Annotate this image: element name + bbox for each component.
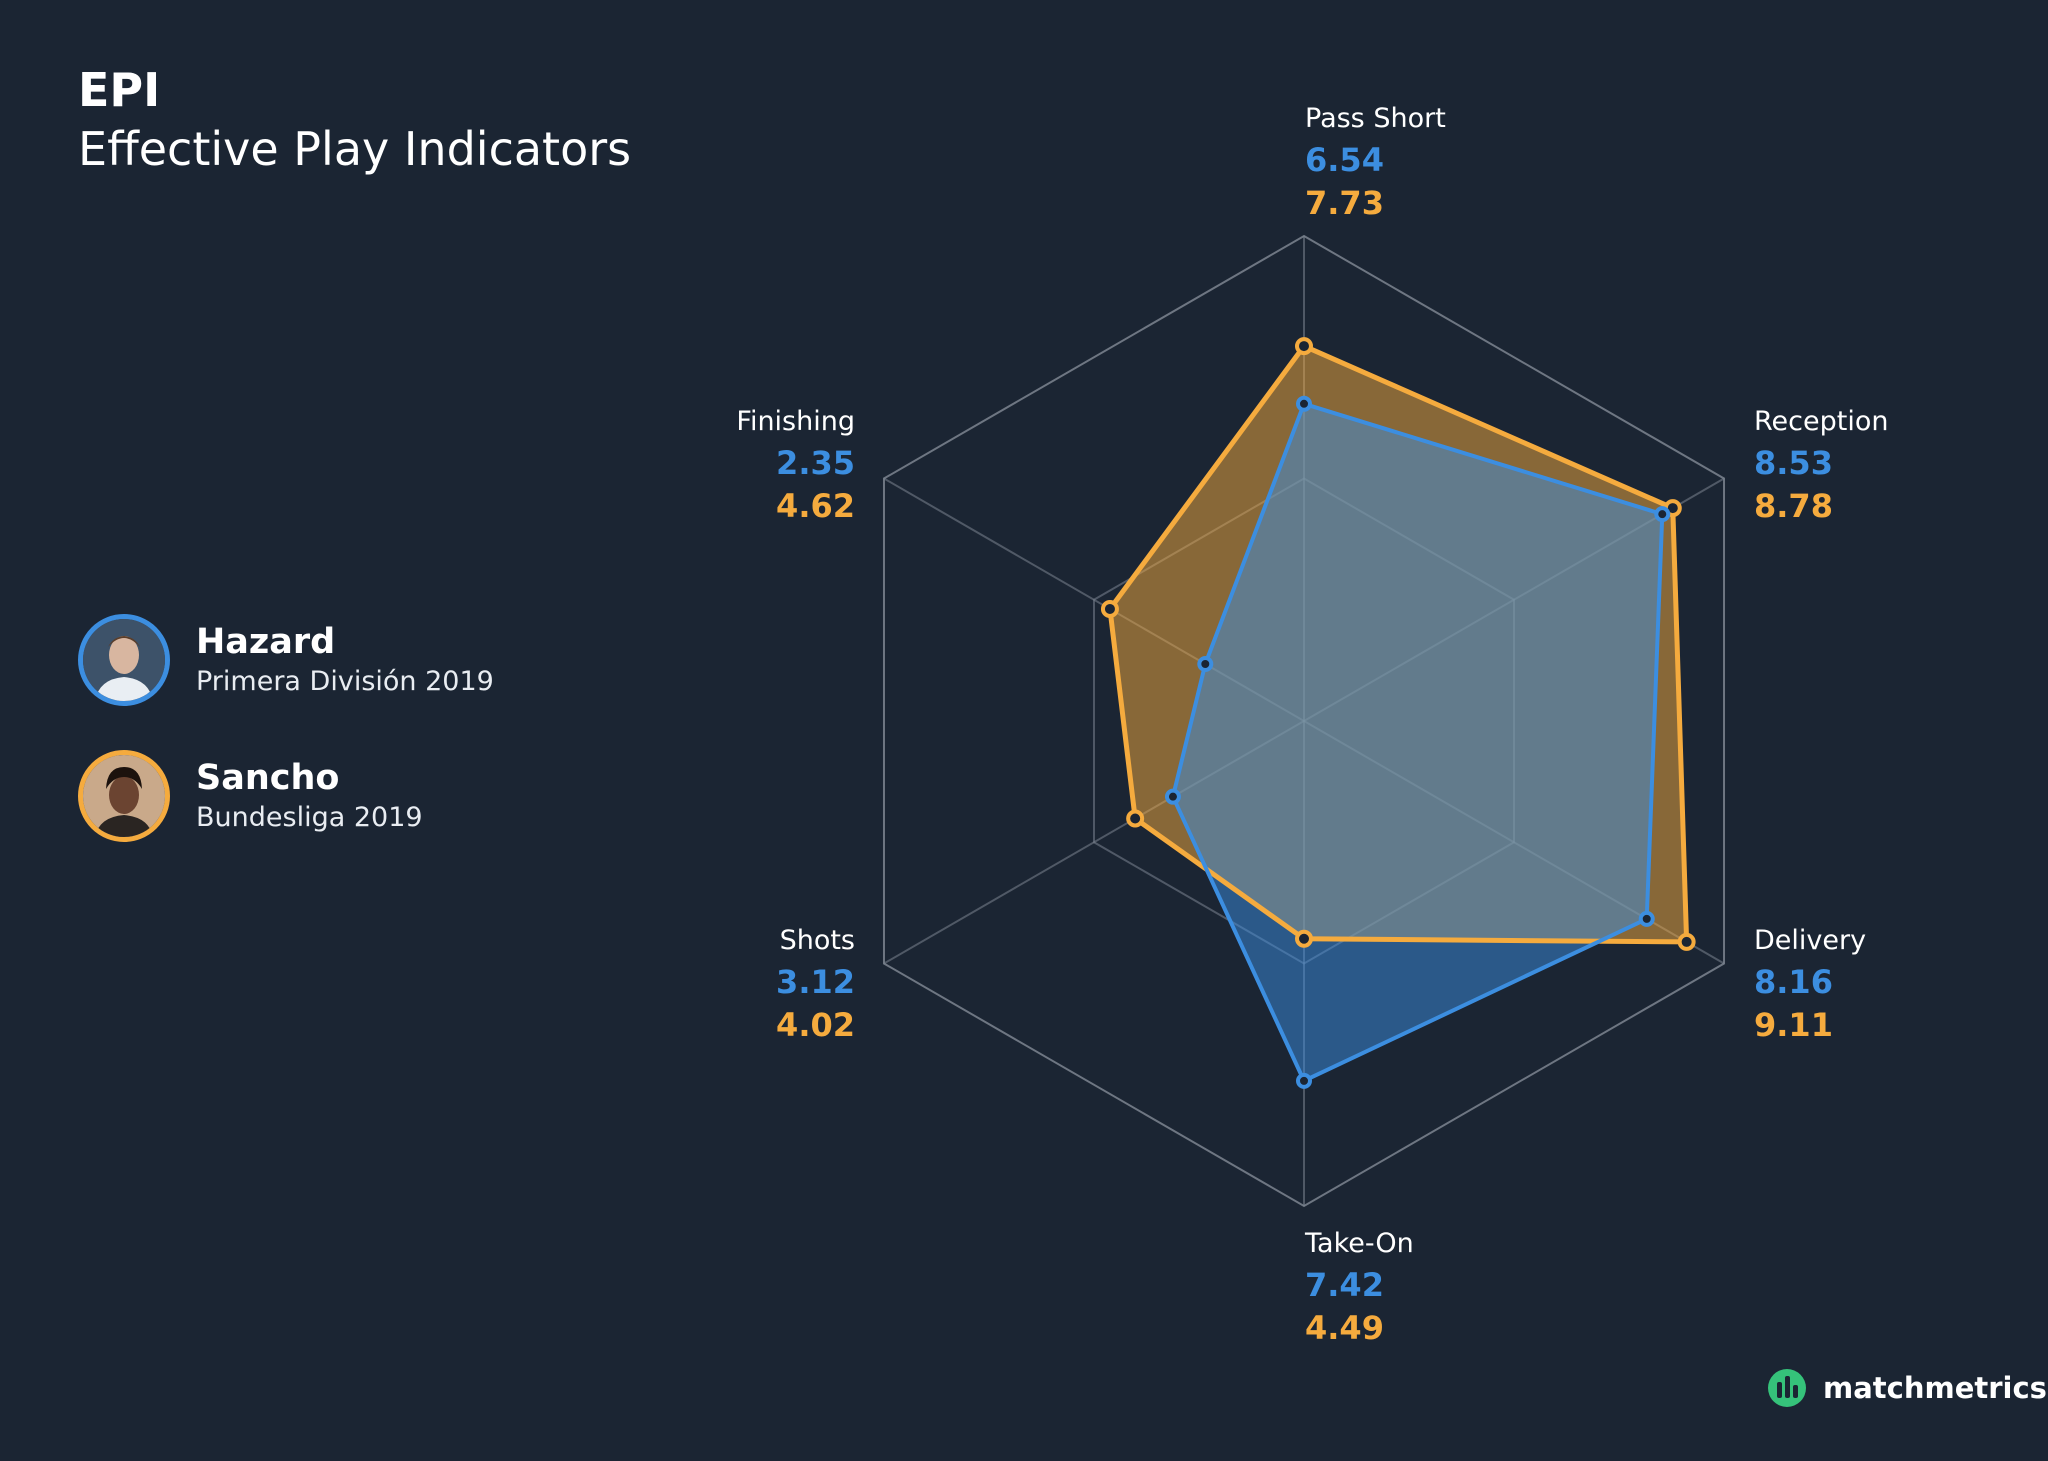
value-label-sancho: 4.02 (776, 1006, 855, 1044)
player-competition: Bundesliga 2019 (196, 802, 423, 833)
value-label-hazard: 6.54 (1305, 141, 1384, 179)
value-label-hazard: 8.16 (1754, 963, 1833, 1001)
value-label-hazard: 2.35 (776, 444, 855, 482)
axis-label: Finishing (736, 406, 855, 437)
legend-text: Hazard Primera División 2019 (196, 620, 494, 700)
data-point-sancho (1126, 809, 1145, 828)
player-competition: Primera División 2019 (196, 666, 494, 697)
player-avatar-icon (78, 750, 170, 842)
data-point-hazard (1638, 910, 1655, 927)
brand-name: matchmetrics (1823, 1371, 2047, 1405)
legend: Hazard Primera División 2019 Sancho Bund… (78, 610, 494, 882)
axis-label: Reception (1754, 406, 1888, 437)
value-label-sancho: 7.73 (1305, 184, 1384, 222)
data-point-sancho (1295, 337, 1313, 356)
player-avatar-icon (78, 614, 170, 706)
axis-label: Pass Short (1305, 103, 1446, 134)
axis-label: Delivery (1754, 925, 1866, 956)
data-point-hazard (1296, 395, 1312, 412)
data-point-sancho (1295, 929, 1313, 948)
data-point-hazard (1296, 1072, 1312, 1089)
value-label-sancho: 8.78 (1754, 487, 1833, 525)
value-label-sancho: 4.49 (1305, 1309, 1384, 1347)
legend-text: Sancho Bundesliga 2019 (196, 756, 423, 836)
player-name: Sancho (196, 758, 340, 798)
value-label-hazard: 3.12 (776, 963, 855, 1001)
legend-item-hazard[interactable]: Hazard Primera División 2019 (78, 610, 494, 710)
title-block: EPI Effective Play Indicators (78, 62, 631, 180)
value-label-sancho: 9.11 (1754, 1006, 1833, 1044)
value-label-hazard: 8.53 (1754, 444, 1833, 482)
data-point-sancho (1100, 599, 1119, 618)
data-point-sancho (1677, 932, 1696, 951)
legend-item-sancho[interactable]: Sancho Bundesliga 2019 (78, 746, 494, 846)
value-label-hazard: 7.42 (1305, 1266, 1384, 1304)
axis-label: Shots (780, 925, 855, 956)
data-point-hazard (1197, 656, 1214, 673)
brand: matchmetrics (1767, 1368, 2047, 1408)
series-area-hazard (1172, 403, 1663, 1081)
data-point-hazard (1654, 506, 1671, 523)
chart-subtitle: Effective Play Indicators (78, 122, 632, 176)
value-label-sancho: 4.62 (776, 487, 855, 525)
axis-label: Take-On (1304, 1228, 1414, 1259)
chart-title: EPI (78, 63, 161, 117)
matchmetrics-logo-icon (1768, 1369, 1806, 1407)
player-name: Hazard (196, 622, 336, 662)
data-point-hazard (1164, 788, 1181, 805)
